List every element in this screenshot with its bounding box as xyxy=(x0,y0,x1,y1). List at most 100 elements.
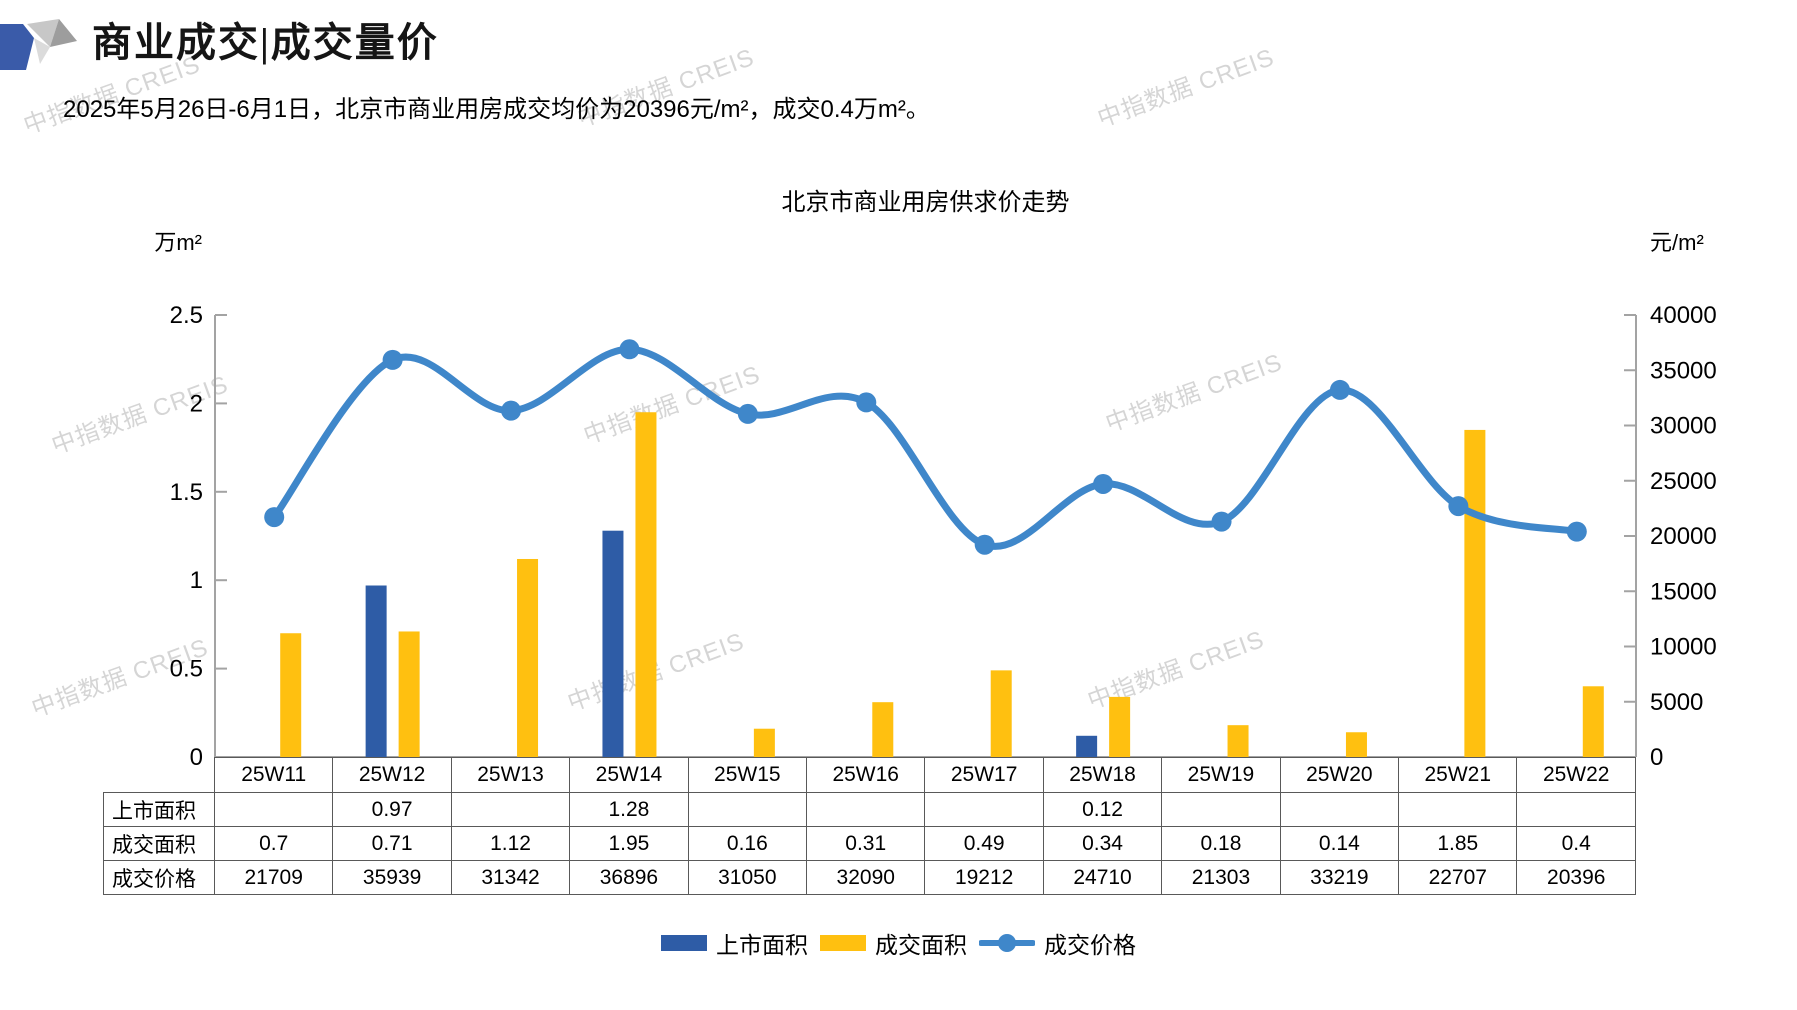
cell-price-25W13: 31342 xyxy=(450,860,571,895)
right-axis-tick-label: 25000 xyxy=(1650,468,1717,495)
cell-listed_area-25W18: 0.12 xyxy=(1042,792,1163,827)
point-price-25W15 xyxy=(737,403,758,424)
right-axis-tick-label: 5000 xyxy=(1650,689,1703,716)
cell-listed_area-25W14: 1.28 xyxy=(569,792,689,827)
week-label-25W11: 25W11 xyxy=(213,757,334,793)
row-label-price: 成交价格 xyxy=(103,860,215,895)
point-price-25W14 xyxy=(619,339,640,360)
data-table: 25W11 25W12 25W13 25W14 25W15 25W16 25W17 25W18… xyxy=(103,757,1636,895)
right-axis-tick-label: 35000 xyxy=(1650,357,1717,384)
cell-sold_area-25W17: 0.49 xyxy=(924,826,1044,861)
point-price-25W22 xyxy=(1566,521,1587,542)
row-label-listed_area: 上市面积 xyxy=(103,792,215,827)
right-axis-tick-label: 20000 xyxy=(1650,523,1717,550)
week-label-25W14: 25W14 xyxy=(569,757,689,793)
week-label-25W13: 25W13 xyxy=(450,757,571,793)
cell-listed_area-25W12: 0.97 xyxy=(332,792,452,827)
bar-sold_area-25W20 xyxy=(1345,732,1367,757)
cell-price-25W16: 32090 xyxy=(806,860,926,895)
cell-price-25W12: 35939 xyxy=(332,860,452,895)
cell-listed_area-25W13 xyxy=(450,792,571,827)
legend-label-sold_area: 成交面积 xyxy=(875,932,967,958)
bar-sold_area-25W22 xyxy=(1582,686,1604,757)
week-label-25W22: 25W22 xyxy=(1516,757,1636,793)
row-label-sold_area: 成交面积 xyxy=(103,826,215,861)
point-price-25W13 xyxy=(501,400,522,421)
cell-listed_area-25W22 xyxy=(1516,792,1636,827)
week-label-25W21: 25W21 xyxy=(1398,757,1518,793)
week-label-25W12: 25W12 xyxy=(332,757,452,793)
week-header-row: 25W11 25W12 25W13 25W14 25W15 25W16 25W17 25W18… xyxy=(104,757,1636,793)
week-label-25W19: 25W19 xyxy=(1161,757,1281,793)
bar-sold_area-25W12 xyxy=(398,631,420,757)
cell-sold_area-25W16: 0.31 xyxy=(806,826,926,861)
creis-watermark: 中指数据 CREIS xyxy=(1102,348,1287,438)
cell-sold_area-25W21: 1.85 xyxy=(1398,826,1518,861)
page-title: 商业成交|成交量价 xyxy=(92,20,439,65)
cell-sold_area-25W12: 0.71 xyxy=(332,826,452,861)
cell-listed_area-25W19 xyxy=(1161,792,1281,827)
cell-price-25W14: 36896 xyxy=(569,860,689,895)
cell-listed_area-25W20 xyxy=(1279,792,1400,827)
left-axis-tick-label: 1.5 xyxy=(170,479,203,506)
legend-swatch-sold_area xyxy=(820,935,866,951)
creis-watermark: 中指数据 CREIS xyxy=(28,633,213,723)
legend-swatch-listed_area xyxy=(661,935,707,951)
cell-price-25W18: 24710 xyxy=(1042,860,1163,895)
legend-label-price: 成交价格 xyxy=(1044,932,1136,958)
line-price xyxy=(270,345,1581,550)
legend-item-price: 成交价格 xyxy=(979,926,1136,960)
creis-watermark: 中指数据 CREIS xyxy=(1094,43,1279,133)
cell-sold_area-25W11: 0.7 xyxy=(213,826,334,861)
summary-text: 2025年5月26日-6月1日，北京市商业用房成交均价为20396元/m²，成交… xyxy=(63,96,930,123)
bar-sold_area-25W21 xyxy=(1464,429,1486,757)
cell-sold_area-25W14: 1.95 xyxy=(569,826,689,861)
cell-listed_area-25W15 xyxy=(687,792,808,827)
creis-watermark: 中指数据 CREIS xyxy=(1084,625,1269,715)
bar-sold_area-25W17 xyxy=(990,670,1012,757)
creis-logo-icon xyxy=(0,19,77,70)
bar-sold_area-25W15 xyxy=(753,728,775,757)
table-row-price: 成交价格 21709 35939 31342 36896 31050 32090 19212 2… xyxy=(103,860,1636,895)
creis-watermark: 中指数据 CREIS xyxy=(580,360,765,450)
left-axis-tick-label: 1 xyxy=(190,567,203,594)
cell-price-25W19: 21303 xyxy=(1161,860,1281,895)
cell-listed_area-25W16 xyxy=(806,792,926,827)
bar-listed_area-25W18 xyxy=(1076,735,1098,757)
creis-watermark: 中指数据 CREIS xyxy=(48,370,233,460)
legend-item-sold_area: 成交面积 xyxy=(820,926,967,960)
cell-listed_area-25W17 xyxy=(924,792,1044,827)
cell-sold_area-25W18: 0.34 xyxy=(1042,826,1163,861)
bar-sold_area-25W16 xyxy=(872,702,894,757)
right-axis-tick-label: 30000 xyxy=(1650,413,1717,440)
left-axis-tick-label: 2 xyxy=(190,390,203,417)
point-price-25W16 xyxy=(856,392,877,413)
point-price-25W17 xyxy=(974,534,995,555)
bar-sold_area-25W19 xyxy=(1227,725,1249,757)
left-axis-unit-label: 万m² xyxy=(154,230,202,255)
cell-price-25W11: 21709 xyxy=(213,860,334,895)
cell-price-25W22: 20396 xyxy=(1516,860,1636,895)
cell-sold_area-25W13: 1.12 xyxy=(450,826,571,861)
cell-price-25W20: 33219 xyxy=(1279,860,1400,895)
legend-item-listed_area: 上市面积 xyxy=(661,926,808,960)
cell-listed_area-25W21 xyxy=(1398,792,1518,827)
week-label-25W16: 25W16 xyxy=(806,757,926,793)
cell-sold_area-25W20: 0.14 xyxy=(1279,826,1400,861)
legend-line-swatch-price xyxy=(979,934,1035,952)
right-axis-tick-label: 0 xyxy=(1650,744,1663,771)
creis-watermark: 中指数据 CREIS xyxy=(564,627,749,717)
point-price-25W11 xyxy=(264,507,285,528)
legend-label-listed_area: 上市面积 xyxy=(716,932,808,958)
bar-sold_area-25W14 xyxy=(635,412,657,757)
right-axis-tick-label: 40000 xyxy=(1650,302,1717,329)
point-price-25W19 xyxy=(1211,511,1232,532)
table-row-sold_area: 成交面积 0.7 0.71 1.12 1.95 0.16 0.31 0.49 0.34 0.18 0… xyxy=(103,826,1636,861)
point-price-25W18 xyxy=(1093,473,1114,494)
chart-legend: 上市面积 成交面积 成交价格 xyxy=(0,926,1797,960)
bar-listed_area-25W12 xyxy=(365,585,387,757)
table-row-listed_area: 上市面积 0.97 1.28 0.12 xyxy=(103,792,1636,827)
week-label-25W17: 25W17 xyxy=(924,757,1044,793)
cell-sold_area-25W22: 0.4 xyxy=(1516,826,1636,861)
